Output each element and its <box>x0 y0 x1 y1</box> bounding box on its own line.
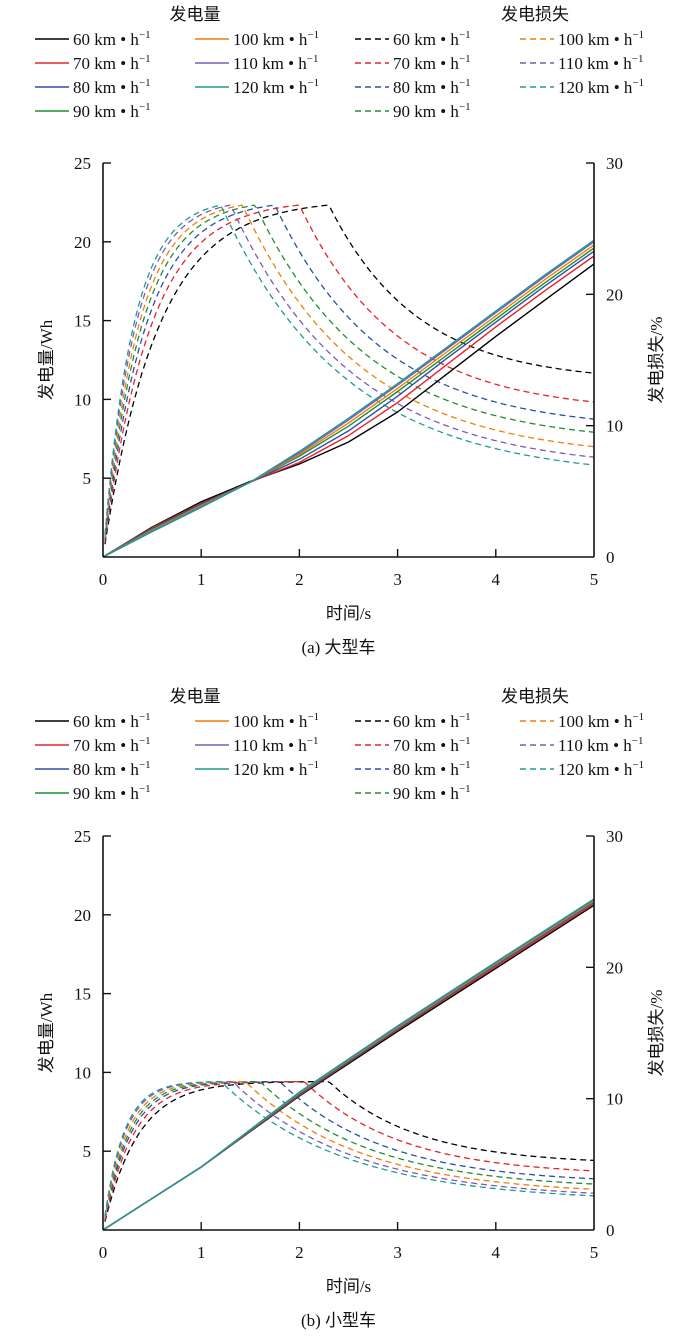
legend-label-power-70: 70 km • h−1 <box>73 53 151 73</box>
y-right-tick-label-20: 20 <box>606 285 623 304</box>
y-axis-right-label: 发电损失/% <box>647 317 666 404</box>
legend-label-power-60: 60 km • h−1 <box>73 29 151 49</box>
y-right-tick-label-30: 30 <box>606 154 623 173</box>
y-left-tick-label-15: 15 <box>74 312 91 331</box>
legend-label-power-120: 120 km • h−1 <box>233 77 319 97</box>
y-right-tick-label-0: 0 <box>606 548 615 567</box>
legend-title-power: 发电量 <box>170 687 221 706</box>
legend-title-loss: 发电损失 <box>501 687 569 706</box>
legend-label-power-120: 120 km • h−1 <box>233 759 319 779</box>
y-left-tick-label-5: 5 <box>83 1142 92 1161</box>
legend-label-power-90: 90 km • h−1 <box>73 101 151 121</box>
legend-panel-b: 发电量 发电损失 60 km • h−1 70 km • h−1 80 km • h−1… <box>35 687 644 803</box>
legend-label-loss-80: 80 km • h−1 <box>393 77 471 97</box>
legend-label-loss-100: 100 km • h−1 <box>558 29 644 49</box>
x-tick-label-1: 1 <box>197 570 206 589</box>
power-line-60 <box>102 263 595 558</box>
x-tick-label-4: 4 <box>492 1243 501 1262</box>
power-line-100 <box>102 244 595 558</box>
legend-label-power-90: 90 km • h−1 <box>73 783 151 803</box>
legend-label-loss-120: 120 km • h−1 <box>558 77 644 97</box>
power-line-90 <box>102 247 595 558</box>
legend-label-power-80: 80 km • h−1 <box>73 759 151 779</box>
legend-label-power-80: 80 km • h−1 <box>73 77 151 97</box>
x-tick-label-4: 4 <box>492 570 501 589</box>
y-left-tick-label-25: 25 <box>74 154 91 173</box>
y-right-tick-label-30: 30 <box>606 827 623 846</box>
legend-label-loss-90: 90 km • h−1 <box>393 101 471 121</box>
y-axis-left-label: 发电量/Wh <box>37 992 56 1073</box>
loss-line-110 <box>104 1080 595 1217</box>
power-line-70 <box>102 255 595 558</box>
x-tick-label-0: 0 <box>99 570 108 589</box>
y-right-tick-label-10: 10 <box>606 417 623 436</box>
panel-caption: (b) 小型车 <box>301 1311 376 1330</box>
y-left-tick-label-15: 15 <box>74 985 91 1004</box>
loss-line-120 <box>104 204 595 534</box>
legend-label-loss-70: 70 km • h−1 <box>393 735 471 755</box>
chart-panel-a: 0 1 2 3 4 5 5 10 15 20 25 0 10 20 30 时间/s 发电量/Wh 发电损失/% (a… <box>37 154 666 657</box>
loss-line-80 <box>104 1080 595 1220</box>
loss-line-80 <box>104 204 595 541</box>
x-tick-label-0: 0 <box>99 1243 108 1262</box>
x-tick-label-2: 2 <box>295 570 304 589</box>
legend-label-power-70: 70 km • h−1 <box>73 735 151 755</box>
y-axis-right-label: 发电损失/% <box>647 990 666 1077</box>
loss-line-70 <box>104 1080 595 1221</box>
power-line-80 <box>102 250 595 558</box>
loss-line-100 <box>104 204 595 538</box>
legend-panel-a: 发电量 发电损失 60 km • h−1 70 km • h−1 80 km • h−1… <box>35 5 644 121</box>
legend-label-power-100: 100 km • h−1 <box>233 29 319 49</box>
legend-title-power: 发电量 <box>170 5 221 24</box>
loss-line-110 <box>104 204 595 536</box>
y-axis-left-label: 发电量/Wh <box>37 319 56 400</box>
legend-label-loss-110: 110 km • h−1 <box>558 53 644 73</box>
x-tick-label-3: 3 <box>393 1243 402 1262</box>
legend-label-loss-60: 60 km • h−1 <box>393 29 471 49</box>
legend-label-power-110: 110 km • h−1 <box>233 53 319 73</box>
legend-title-loss: 发电损失 <box>501 5 569 24</box>
y-right-tick-label-20: 20 <box>606 958 623 977</box>
x-tick-label-5: 5 <box>590 570 599 589</box>
y-left-tick-label-5: 5 <box>83 469 92 488</box>
legend-label-loss-70: 70 km • h−1 <box>393 53 471 73</box>
legend-label-power-110: 110 km • h−1 <box>233 735 319 755</box>
loss-line-120 <box>104 1080 595 1216</box>
legend-label-loss-80: 80 km • h−1 <box>393 759 471 779</box>
y-left-tick-label-10: 10 <box>74 1063 91 1082</box>
loss-line-60 <box>104 204 595 545</box>
legend-label-loss-60: 60 km • h−1 <box>393 711 471 731</box>
x-tick-label-1: 1 <box>197 1243 206 1262</box>
loss-line-100 <box>104 1080 595 1218</box>
loss-line-60 <box>104 1080 595 1222</box>
loss-line-90 <box>104 1080 595 1219</box>
x-tick-label-5: 5 <box>590 1243 599 1262</box>
legend-label-loss-100: 100 km • h−1 <box>558 711 644 731</box>
y-right-tick-label-10: 10 <box>606 1090 623 1109</box>
x-axis-label: 时间/s <box>326 604 371 623</box>
y-left-tick-label-25: 25 <box>74 827 91 846</box>
x-tick-label-3: 3 <box>393 570 402 589</box>
loss-line-70 <box>104 204 595 543</box>
legend-label-loss-120: 120 km • h−1 <box>558 759 644 779</box>
x-tick-label-2: 2 <box>295 1243 304 1262</box>
y-left-tick-label-20: 20 <box>74 233 91 252</box>
legend-label-loss-110: 110 km • h−1 <box>558 735 644 755</box>
y-right-tick-label-0: 0 <box>606 1221 615 1240</box>
power-line-110 <box>102 241 595 558</box>
power-line-120 <box>102 239 595 558</box>
panel-caption: (a) 大型车 <box>301 638 375 657</box>
power-line-60 <box>102 904 595 1231</box>
chart-panel-b: 0 1 2 3 4 5 5 10 15 20 25 0 10 20 30 时间/s 发电量/Wh 发电损失/% (b… <box>37 827 666 1330</box>
power-line-120 <box>102 898 595 1231</box>
legend-label-power-100: 100 km • h−1 <box>233 711 319 731</box>
y-left-tick-label-20: 20 <box>74 906 91 925</box>
y-left-tick-label-10: 10 <box>74 390 91 409</box>
legend-label-power-60: 60 km • h−1 <box>73 711 151 731</box>
loss-line-90 <box>104 204 595 539</box>
x-axis-label: 时间/s <box>326 1277 371 1296</box>
legend-label-loss-90: 90 km • h−1 <box>393 783 471 803</box>
